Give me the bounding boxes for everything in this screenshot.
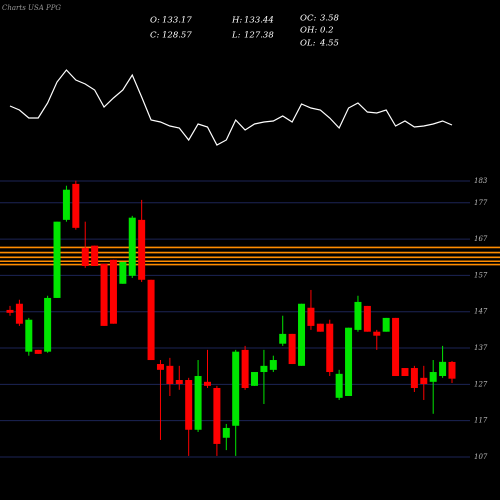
info-value: 128.57	[162, 31, 192, 41]
candle-body	[298, 303, 306, 366]
info-value: 4.55	[319, 39, 339, 49]
candle-body	[109, 259, 117, 324]
info-label: OH:	[300, 26, 317, 36]
candle-body	[72, 183, 80, 228]
info-label: OC:	[300, 14, 316, 24]
candle-body	[6, 309, 14, 313]
info-value: 133.17	[162, 16, 192, 26]
y-tick-label: 127	[474, 380, 488, 388]
candle-body	[213, 388, 221, 444]
candle-body	[203, 381, 211, 386]
candle-body	[326, 323, 334, 373]
y-tick-label: 137	[474, 344, 488, 352]
candle-body	[232, 351, 240, 426]
candle-body	[128, 217, 136, 276]
candle-body	[166, 365, 174, 385]
candle-body	[119, 261, 127, 284]
candle-body	[25, 319, 33, 352]
candle-body	[260, 365, 268, 373]
candle-body	[251, 372, 259, 386]
candle-body	[91, 245, 99, 266]
candle-body	[439, 361, 447, 377]
candle-body	[100, 263, 108, 326]
candle-body	[34, 349, 42, 354]
info-value: 0.2	[320, 26, 334, 36]
candle-body	[147, 279, 155, 361]
candle-body	[401, 368, 409, 377]
candle-body	[185, 380, 193, 430]
candle-body	[316, 323, 324, 332]
info-label: OL:	[300, 39, 316, 49]
candle-body	[448, 361, 456, 379]
candle-body	[392, 317, 400, 377]
info-value: 133.44	[244, 16, 274, 26]
info-label: O:	[150, 16, 160, 26]
candle-body	[363, 305, 371, 332]
candle-body	[382, 317, 390, 332]
y-tick-label: 177	[474, 199, 488, 207]
info-value: 3.58	[320, 14, 340, 24]
y-tick-label: 107	[474, 453, 488, 461]
candle-body	[44, 297, 52, 352]
y-tick-label: 117	[474, 417, 488, 425]
candle-body	[222, 427, 230, 438]
info-label: H:	[231, 16, 242, 26]
candle-body	[269, 360, 277, 370]
candle-body	[81, 247, 89, 266]
y-tick-label: 167	[474, 235, 488, 243]
candle-body	[62, 189, 70, 220]
y-tick-label: 157	[474, 271, 488, 279]
chart-title: Charts USA PPG	[2, 4, 61, 12]
candle-body	[420, 377, 428, 385]
candle-body	[335, 373, 343, 398]
candle-body	[156, 364, 164, 370]
candle-body	[345, 327, 353, 396]
info-label: C:	[150, 31, 160, 41]
info-label: L:	[231, 31, 241, 41]
candle-body	[175, 380, 183, 385]
candle-body	[354, 301, 362, 330]
candle-body	[288, 333, 296, 365]
candle-body	[15, 303, 23, 324]
candle-body	[53, 221, 61, 298]
candle-body	[307, 307, 315, 326]
y-tick-label: 183	[474, 177, 488, 185]
candle-body	[279, 333, 287, 344]
candle-body	[194, 376, 202, 430]
indicator-line	[9, 69, 453, 146]
info-value: 127.38	[244, 31, 274, 41]
candle-body	[373, 331, 381, 336]
candle-body	[410, 368, 418, 388]
candle-body	[429, 372, 437, 382]
candle-body	[241, 349, 249, 388]
candle-body	[138, 219, 146, 280]
y-tick-label: 147	[474, 308, 488, 316]
